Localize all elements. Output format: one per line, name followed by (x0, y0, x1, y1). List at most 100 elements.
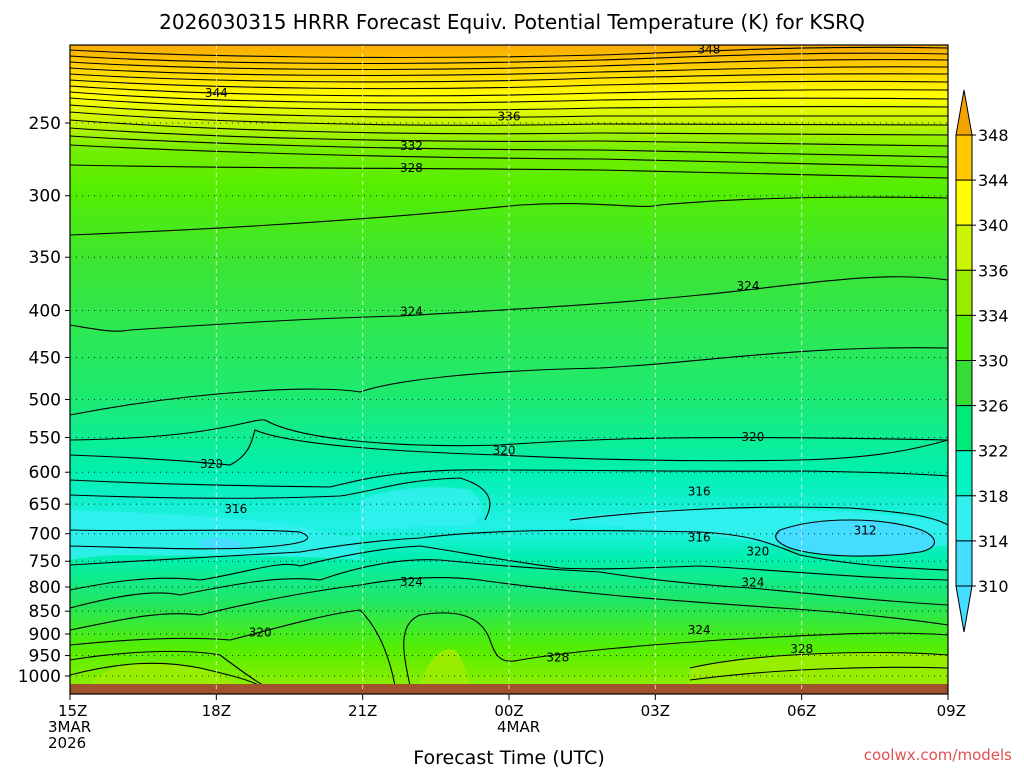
contour-line (69, 477, 491, 521)
y-tick-label: 500 (29, 391, 61, 411)
contour-label: 336 (498, 110, 521, 124)
blue-pocket-312 (775, 520, 935, 557)
contour-line (69, 419, 949, 447)
contour-label: 328 (546, 651, 569, 665)
colorbar-label: 348 (978, 126, 1009, 145)
colorbar-label: 344 (978, 171, 1009, 190)
contour-label: 324 (400, 304, 423, 318)
contour-label: 328 (400, 161, 423, 175)
contour-label: 320 (249, 626, 272, 640)
contour-label: 316 (688, 485, 711, 499)
y-tick-label: 250 (29, 114, 61, 134)
x-tick-label: 15Z (58, 702, 87, 720)
colorbar-cell (955, 450, 973, 497)
contour-line (69, 469, 949, 488)
colorbar-cell (955, 314, 973, 361)
contour-line (69, 52, 949, 65)
x-tick-label: 18Z (202, 702, 231, 720)
contour-line (69, 276, 949, 332)
blue-pocket-small (200, 537, 245, 549)
colorbar-label: 340 (978, 216, 1009, 235)
field-fill (70, 45, 948, 694)
y-tick-label: 550 (29, 429, 61, 449)
credit-text: coolwx.com/models (864, 746, 1012, 764)
contour-line (69, 650, 266, 687)
contour-label: 328 (790, 642, 813, 656)
contour-line (775, 519, 935, 557)
contour-label: 332 (400, 139, 423, 153)
colorbar-label: 310 (978, 577, 1009, 596)
contour-line (69, 58, 949, 71)
contour-line (69, 559, 949, 609)
contour-line (69, 104, 949, 118)
colorbar-cell (955, 179, 973, 226)
colorbar-extend-bottom (955, 585, 973, 633)
y-tick-label: 700 (29, 525, 61, 545)
contour-label: 320 (493, 443, 516, 457)
contour-line (69, 429, 949, 466)
contour-line (69, 46, 949, 59)
y-tick-label: 350 (29, 248, 61, 268)
contour-line (69, 164, 949, 179)
y-tick-label: 900 (29, 625, 61, 645)
chart-title: 2026030315 HRRR Forecast Equiv. Potentia… (159, 10, 865, 34)
x-tick-label: 00Z (494, 702, 523, 720)
contour-line (69, 609, 396, 687)
contour-label: 324 (688, 623, 711, 637)
x-tick-label: 09Z (937, 702, 966, 720)
contour-line (69, 545, 949, 591)
colorbar-label: 322 (978, 442, 1009, 461)
contour-line (69, 66, 949, 77)
colorbar-cell (955, 540, 973, 587)
contour-label: 348 (698, 43, 721, 57)
contour-label: 324 (741, 575, 764, 589)
colorbar-cell (955, 224, 973, 271)
contour-line (69, 85, 949, 97)
warm-pocket-west (90, 662, 240, 686)
y-tick-label: 450 (29, 348, 61, 368)
contour-line (689, 652, 949, 669)
x-tick-sublabel: 2026 (48, 734, 86, 752)
x-tick-label: 21Z (348, 702, 377, 720)
y-tick-label: 1000 (18, 667, 61, 687)
x-tick-sublabel: 3MAR (48, 718, 91, 736)
colorbar-label: 326 (978, 397, 1009, 416)
contour-label: 324 (400, 575, 423, 589)
y-tick-label: 600 (29, 463, 61, 483)
contour-line (69, 347, 949, 416)
colorbar-extend-top (955, 89, 973, 136)
contour-line (69, 127, 949, 147)
contour-line (69, 119, 949, 136)
colorbar-label: 336 (978, 261, 1009, 280)
colorbar-cell (955, 495, 973, 542)
x-tick-sublabel: 4MAR (497, 718, 540, 736)
contour-line (69, 111, 949, 126)
contour-label: 312 (854, 523, 877, 537)
colorbar-label: 330 (978, 352, 1009, 371)
contour-line (69, 97, 949, 111)
contour-line (69, 662, 261, 687)
y-tick-label: 300 (29, 187, 61, 207)
colorbar: 348 344 340 336 334 330 326 322 318 314 310 (955, 89, 1009, 633)
colorbar-cell (955, 360, 973, 407)
cyan-pocket-center (360, 487, 482, 532)
contour-label: 324 (737, 279, 760, 293)
warm-pocket-center (420, 649, 470, 686)
contour-line (69, 529, 309, 550)
colorbar-label: 314 (978, 532, 1009, 551)
contour-line (69, 144, 949, 168)
contour-line (69, 73, 949, 83)
y-tick-label: 850 (29, 602, 61, 622)
y-tick-label: 650 (29, 495, 61, 515)
y-axis: 250 300 350 400 450 500 550 600 650 700 750 800 850 9… (18, 114, 70, 687)
contour-line (69, 135, 949, 158)
colorbar-cell (955, 269, 973, 316)
contour-label: 320 (746, 545, 769, 559)
y-tick-label: 800 (29, 578, 61, 598)
contour-line (569, 506, 949, 526)
contour-line (403, 612, 949, 687)
contour-label: 320 (200, 457, 223, 471)
colorbar-cell (955, 405, 973, 452)
